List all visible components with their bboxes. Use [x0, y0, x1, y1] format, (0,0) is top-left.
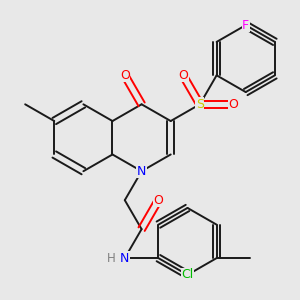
Text: O: O [178, 69, 188, 82]
Text: S: S [196, 98, 204, 111]
Text: N: N [120, 252, 130, 265]
Text: O: O [229, 98, 238, 111]
Text: N: N [137, 165, 146, 178]
Text: O: O [120, 69, 130, 82]
Text: F: F [242, 19, 249, 32]
Text: H: H [107, 252, 116, 265]
Text: Cl: Cl [182, 268, 194, 281]
Text: O: O [154, 194, 163, 207]
